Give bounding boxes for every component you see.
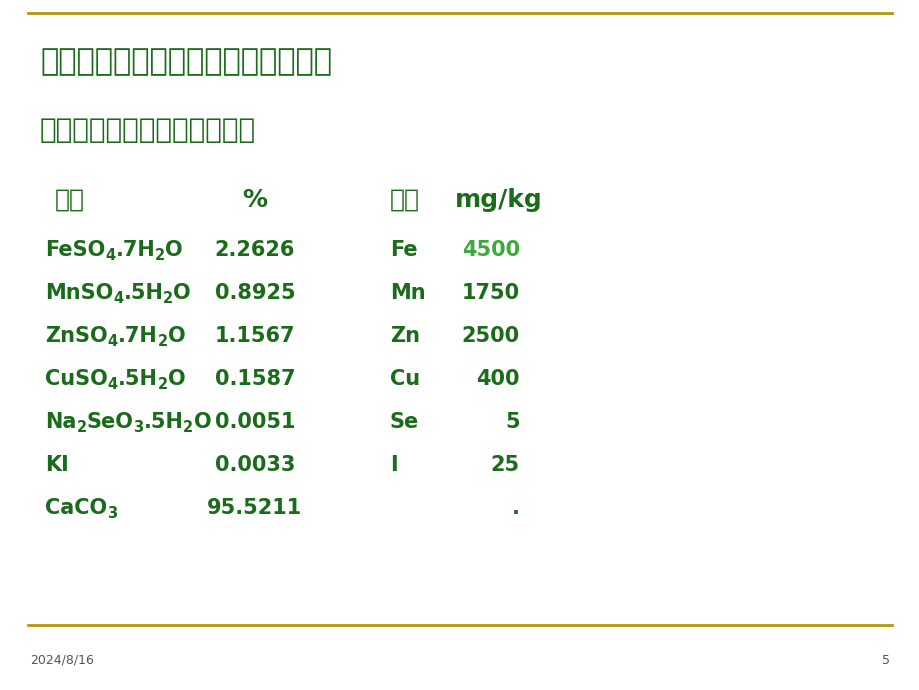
Text: .7H: .7H	[115, 240, 155, 260]
Text: O: O	[193, 412, 210, 432]
Text: .5H: .5H	[123, 283, 163, 303]
Text: 2500: 2500	[461, 326, 519, 346]
Text: 1750: 1750	[461, 283, 519, 303]
Text: 第四步，选载体或稀释剂配平配方。: 第四步，选载体或稀释剂配平配方。	[40, 48, 332, 77]
Text: 4: 4	[113, 290, 123, 306]
Text: Na: Na	[45, 412, 76, 432]
Text: 1.1567: 1.1567	[214, 326, 295, 346]
Text: 3: 3	[107, 506, 117, 521]
Text: .7H: .7H	[118, 326, 157, 346]
Text: CaCO: CaCO	[45, 498, 107, 518]
Text: 95.5211: 95.5211	[207, 498, 302, 518]
Text: ZnSO: ZnSO	[45, 326, 108, 346]
Text: I: I	[390, 455, 397, 475]
Text: 5: 5	[505, 412, 519, 432]
Text: Se: Se	[390, 412, 419, 432]
Text: 0.0033: 0.0033	[214, 455, 295, 475]
Text: 2: 2	[155, 248, 165, 263]
Text: Cu: Cu	[390, 369, 420, 389]
Text: 400: 400	[476, 369, 519, 389]
Text: 2: 2	[183, 420, 193, 435]
Text: FeSO: FeSO	[45, 240, 105, 260]
Text: 2: 2	[163, 290, 173, 306]
Text: .: .	[512, 498, 519, 518]
Text: 4: 4	[105, 248, 115, 263]
Text: %: %	[243, 188, 267, 212]
Text: 3: 3	[133, 420, 143, 435]
Text: 原料: 原料	[55, 188, 85, 212]
Text: 4: 4	[108, 377, 118, 392]
Text: Mn: Mn	[390, 283, 425, 303]
Text: 2.2626: 2.2626	[214, 240, 295, 260]
Text: MnSO: MnSO	[45, 283, 113, 303]
Text: 2: 2	[76, 420, 86, 435]
Text: .5H: .5H	[143, 412, 183, 432]
Text: O: O	[167, 326, 185, 346]
Text: Zn: Zn	[390, 326, 420, 346]
Text: 0.8925: 0.8925	[214, 283, 295, 303]
Text: SeO: SeO	[86, 412, 133, 432]
Text: Fe: Fe	[390, 240, 417, 260]
Text: O: O	[167, 369, 186, 389]
Text: 5: 5	[881, 653, 889, 667]
Text: O: O	[173, 283, 191, 303]
Text: 0.0051: 0.0051	[214, 412, 295, 432]
Text: mg/kg: mg/kg	[455, 188, 542, 212]
Text: O: O	[165, 240, 183, 260]
Text: 4500: 4500	[461, 240, 519, 260]
Text: 4: 4	[108, 334, 118, 348]
Text: 2: 2	[157, 377, 167, 392]
Text: .5H: .5H	[118, 369, 157, 389]
Text: CuSO: CuSO	[45, 369, 108, 389]
Text: 2024/8/16: 2024/8/16	[30, 653, 94, 667]
Text: 生长猪微量元素预混料配方：: 生长猪微量元素预混料配方：	[40, 116, 255, 144]
Text: 0.1587: 0.1587	[214, 369, 295, 389]
Text: 2: 2	[157, 334, 167, 348]
Text: KI: KI	[45, 455, 69, 475]
Text: 25: 25	[491, 455, 519, 475]
Text: 元素: 元素	[390, 188, 420, 212]
